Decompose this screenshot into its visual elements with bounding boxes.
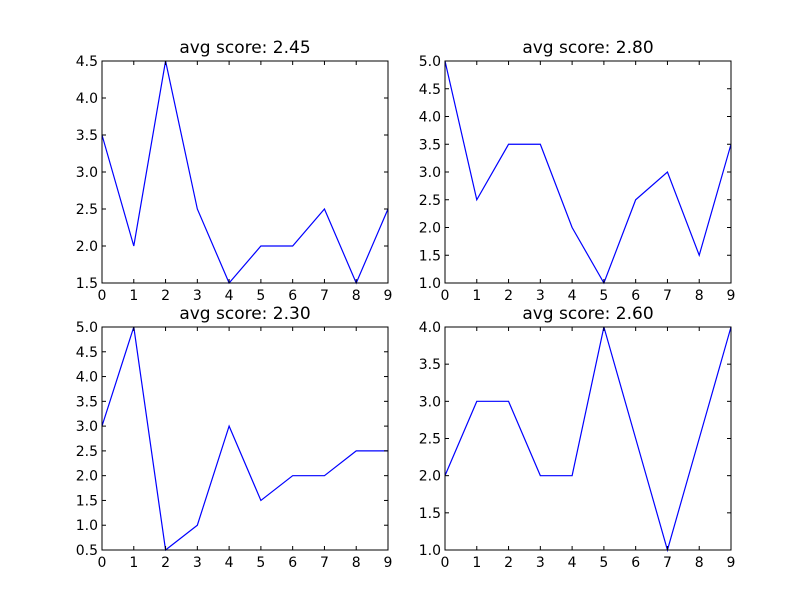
chart-1-xtick-label-6: 6 — [631, 288, 640, 304]
chart-1-xtick-label-7: 7 — [663, 288, 672, 304]
chart-2-xtick-label-8: 8 — [352, 555, 361, 571]
chart-1-xtick-label-2: 2 — [504, 288, 513, 304]
chart-2-xtick-label-6: 6 — [288, 555, 297, 571]
subplot-bottom-left: avg score: 2.30 0 1 2 3 4 5 6 7 8 9 0.5 1.0 1.5 2.0 2.5… — [76, 304, 393, 571]
chart-3-xtick-label-0: 0 — [441, 555, 450, 571]
chart-0-xtick-label-8: 8 — [352, 288, 361, 304]
chart-2-xtick-label-9: 9 — [384, 555, 393, 571]
chart-2-ytick-label-0: 0.5 — [76, 543, 98, 559]
chart-2-xtick-label-5: 5 — [256, 555, 265, 571]
chart-2-ytick-label-6: 3.5 — [76, 394, 98, 410]
chart-0-xtick-label-1: 1 — [129, 288, 138, 304]
chart-0-ytick-label-0: 1.5 — [76, 276, 98, 292]
chart-1-xtick-label-8: 8 — [695, 288, 704, 304]
chart-1-xtick-label-3: 3 — [536, 288, 545, 304]
chart-2-xtick-label-7: 7 — [320, 555, 329, 571]
chart-1-ytick-label-2: 2.0 — [419, 221, 441, 237]
chart-3-xtick-label-2: 2 — [504, 555, 513, 571]
chart-0-ytick-label-4: 3.5 — [76, 128, 98, 144]
chart-2-ytick-label-3: 2.0 — [76, 469, 98, 485]
chart-1-xtick-label-4: 4 — [568, 288, 577, 304]
chart-1-ytick-label-6: 4.0 — [419, 110, 441, 126]
chart-2-xtick-label-3: 3 — [193, 555, 202, 571]
chart-0-xtick-label-2: 2 — [161, 288, 170, 304]
chart-0-xtick-label-3: 3 — [193, 288, 202, 304]
chart-1-title: avg score: 2.80 — [522, 38, 653, 58]
chart-1-ytick-label-7: 4.5 — [419, 82, 441, 98]
chart-0-series-0-line — [101, 60, 389, 285]
chart-2-series-0-line — [101, 326, 388, 552]
chart-1-ytick-label-0: 1.0 — [419, 276, 441, 292]
chart-0-ytick-label-1: 2.0 — [76, 239, 98, 255]
chart-3-ytick-label-4: 3.0 — [419, 394, 441, 410]
chart-3-ytick-label-0: 1.0 — [419, 543, 441, 559]
chart-3-ytick-label-5: 3.5 — [419, 357, 441, 373]
chart-3-ytick-label-2: 2.0 — [419, 469, 441, 485]
chart-3-xtick-label-4: 4 — [568, 555, 577, 571]
chart-0-title: avg score: 2.45 — [179, 38, 310, 58]
chart-1-ytick-label-8: 5.0 — [419, 54, 441, 70]
chart-2-ytick-label-8: 4.5 — [76, 345, 98, 361]
chart-3-xtick-label-5: 5 — [599, 555, 608, 571]
subplot-bottom-right: avg score: 2.60 0 1 2 3 4 5 6 7 8 9 1.0 1.5 2.0 2.5 3.0… — [419, 304, 736, 571]
chart-0-ytick-label-3: 3.0 — [76, 165, 98, 181]
chart-0-ytick-label-6: 4.5 — [76, 54, 98, 70]
chart-0-xtick-label-7: 7 — [320, 288, 329, 304]
chart-2-ytick-label-4: 2.5 — [76, 444, 98, 460]
chart-2-ytick-label-7: 4.0 — [76, 370, 98, 386]
chart-2-xtick-label-1: 1 — [129, 555, 138, 571]
subplot-top-left: avg score: 2.45 0 1 2 3 4 5 6 7 8 9 1.5 2.0 2.5 3.0 3.5… — [76, 38, 393, 304]
chart-1-xtick-label-5: 5 — [599, 288, 608, 304]
chart-0-ytick-label-2: 2.5 — [76, 202, 98, 218]
chart-3-xtick-label-3: 3 — [536, 555, 545, 571]
chart-0-xtick-label-4: 4 — [225, 288, 234, 304]
chart-2-ytick-label-9: 5.0 — [76, 320, 98, 336]
chart-1-xtick-label-9: 9 — [727, 288, 736, 304]
chart-1-ytick-label-5: 3.5 — [419, 137, 441, 153]
chart-3-xtick-label-1: 1 — [472, 555, 481, 571]
chart-3-title: avg score: 2.60 — [522, 304, 653, 324]
chart-0-xtick-label-5: 5 — [256, 288, 265, 304]
chart-3-xtick-label-6: 6 — [631, 555, 640, 571]
chart-1-ytick-label-4: 3.0 — [419, 165, 441, 181]
chart-1-ytick-label-3: 2.5 — [419, 193, 441, 209]
subplot-top-right: avg score: 2.80 0 1 2 3 4 5 6 7 8 9 1.0 1.5 2.0 2.5 3.0… — [419, 38, 736, 304]
chart-2-xtick-label-2: 2 — [161, 555, 170, 571]
chart-1-series-0-line — [444, 60, 732, 285]
chart-2-ytick-label-1: 1.0 — [76, 518, 98, 534]
chart-2-axes-frame — [101, 326, 389, 551]
chart-3-xtick-label-9: 9 — [727, 555, 736, 571]
chart-1-ytick-label-1: 1.5 — [419, 248, 441, 264]
chart-0-xtick-label-0: 0 — [98, 288, 107, 304]
chart-1-xtick-label-0: 0 — [441, 288, 450, 304]
chart-2-title: avg score: 2.30 — [179, 304, 310, 324]
chart-0-xtick-label-6: 6 — [288, 288, 297, 304]
chart-2-xtick-label-4: 4 — [225, 555, 234, 571]
chart-3-series-0-line — [444, 326, 732, 553]
chart-2-ytick-label-5: 3.0 — [76, 419, 98, 435]
chart-3-ytick-label-3: 2.5 — [419, 432, 441, 448]
chart-0-xtick-label-9: 9 — [384, 288, 393, 304]
chart-3-xtick-label-8: 8 — [695, 555, 704, 571]
chart-3-xtick-label-7: 7 — [663, 555, 672, 571]
chart-2-ytick-label-2: 1.5 — [76, 493, 98, 509]
chart-2-xtick-label-0: 0 — [98, 555, 107, 571]
chart-1-xtick-label-1: 1 — [472, 288, 481, 304]
chart-3-ytick-label-1: 1.5 — [419, 506, 441, 522]
chart-3-ytick-label-6: 4.0 — [419, 320, 441, 336]
chart-0-ytick-label-5: 4.0 — [76, 91, 98, 107]
